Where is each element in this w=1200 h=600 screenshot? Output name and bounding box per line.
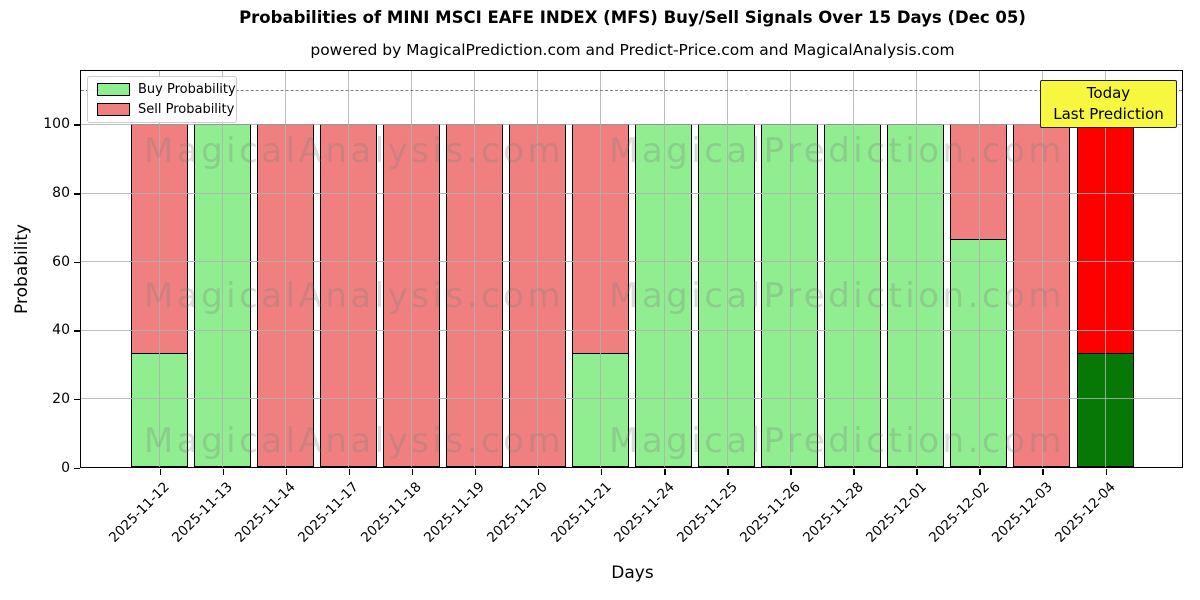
y-tick-mark xyxy=(74,193,80,195)
y-tick-label: 40 xyxy=(52,322,70,339)
horizontal-gridline xyxy=(81,398,1182,400)
vertical-gridline xyxy=(474,71,476,467)
y-tick-label: 80 xyxy=(52,185,70,202)
x-tick-label: 2025-11-19 xyxy=(421,479,489,546)
x-tick-label: 2025-11-26 xyxy=(736,479,804,546)
today-annotation: Today Last Prediction xyxy=(1040,80,1177,128)
x-tick-mark xyxy=(348,469,351,475)
vertical-gridline xyxy=(978,71,980,467)
x-tick-label: 2025-11-14 xyxy=(232,479,299,546)
watermark-text: MagicalPrediction.com xyxy=(609,421,1065,461)
vertical-gridline xyxy=(159,71,160,467)
legend-label-buy: Buy Probability xyxy=(138,82,236,97)
legend-swatch-sell xyxy=(97,103,130,116)
x-tick-label: 2025-11-28 xyxy=(799,479,867,546)
legend-item-sell: Sell Probability xyxy=(97,102,236,117)
x-tick-label: 2025-12-01 xyxy=(862,479,930,546)
x-tick-mark xyxy=(916,469,918,475)
horizontal-gridline xyxy=(81,123,1182,125)
x-tick-mark xyxy=(1042,469,1044,475)
x-tick-label: 2025-11-21 xyxy=(547,479,615,546)
x-tick-mark xyxy=(285,469,288,475)
vertical-gridline xyxy=(537,71,539,467)
vertical-gridline xyxy=(285,71,287,467)
vertical-gridline xyxy=(411,71,413,467)
x-tick-label: 2025-11-20 xyxy=(484,479,552,546)
vertical-gridline xyxy=(915,71,917,467)
y-tick-label: 60 xyxy=(52,253,70,270)
vertical-gridline xyxy=(600,71,602,467)
legend-label-sell: Sell Probability xyxy=(138,102,235,117)
y-tick-mark xyxy=(74,330,80,332)
horizontal-gridline xyxy=(81,261,1182,263)
x-tick-mark xyxy=(222,469,225,475)
x-axis-title: Days xyxy=(611,563,654,583)
vertical-gridline xyxy=(789,71,791,467)
x-tick-mark xyxy=(474,469,477,475)
x-tick-label: 2025-11-24 xyxy=(610,479,678,546)
x-tick-mark xyxy=(600,469,603,475)
x-tick-label: 2025-11-12 xyxy=(106,479,173,546)
x-tick-mark xyxy=(790,469,792,475)
watermark-text: MagicalPrediction.com xyxy=(609,276,1065,316)
watermark-text: MagicalAnalysis.com xyxy=(143,421,565,461)
y-tick-mark xyxy=(74,398,80,401)
vertical-gridline xyxy=(663,71,665,467)
plot-area: Buy Probability Sell Probability Today L… xyxy=(80,70,1183,468)
horizontal-gridline xyxy=(81,329,1182,331)
horizontal-gridline xyxy=(81,192,1182,194)
x-tick-label: 2025-11-13 xyxy=(169,479,236,546)
vertical-gridline xyxy=(348,71,350,467)
vertical-gridline xyxy=(222,71,224,467)
y-axis-title: Probability xyxy=(12,224,32,314)
x-tick-label: 2025-12-03 xyxy=(988,479,1056,546)
x-tick-mark xyxy=(159,469,161,475)
vertical-gridline xyxy=(1105,71,1107,467)
y-tick-label: 20 xyxy=(52,390,70,407)
x-tick-mark xyxy=(1105,469,1108,475)
x-tick-mark xyxy=(411,469,414,475)
vertical-gridline xyxy=(726,71,728,467)
x-tick-mark xyxy=(979,469,981,475)
x-tick-mark xyxy=(537,469,540,475)
y-tick-mark xyxy=(74,261,80,264)
chart-title: Probabilities of MINI MSCI EAFE INDEX (M… xyxy=(239,8,1026,27)
chart-subtitle: powered by MagicalPrediction.com and Pre… xyxy=(310,41,955,59)
annotation-line-last-prediction: Last Prediction xyxy=(1053,105,1164,123)
legend: Buy Probability Sell Probability xyxy=(87,76,237,123)
watermark-text: MagicalAnalysis.com xyxy=(143,276,565,316)
y-tick-label: 100 xyxy=(43,116,70,133)
watermark-text: MagicalPrediction.com xyxy=(609,131,1065,171)
annotation-line-today: Today xyxy=(1086,84,1131,102)
x-tick-label: 2025-11-25 xyxy=(673,479,741,546)
x-tick-mark xyxy=(727,469,729,475)
legend-swatch-buy xyxy=(97,83,130,96)
x-tick-label: 2025-11-18 xyxy=(358,479,426,546)
y-tick-label: 0 xyxy=(61,459,70,476)
vertical-gridline xyxy=(1041,71,1043,467)
vertical-gridline xyxy=(852,71,854,467)
threshold-dashed-line xyxy=(81,89,1182,91)
watermark-text: MagicalAnalysis.com xyxy=(143,131,565,171)
y-tick-mark xyxy=(74,124,80,126)
legend-item-buy: Buy Probability xyxy=(97,82,236,97)
x-tick-label: 2025-12-02 xyxy=(925,479,993,546)
x-tick-mark xyxy=(664,469,666,475)
x-tick-mark xyxy=(853,469,855,475)
y-tick-mark xyxy=(74,467,80,469)
x-tick-label: 2025-11-17 xyxy=(295,479,363,546)
x-tick-label: 2025-12-04 xyxy=(1052,479,1119,546)
